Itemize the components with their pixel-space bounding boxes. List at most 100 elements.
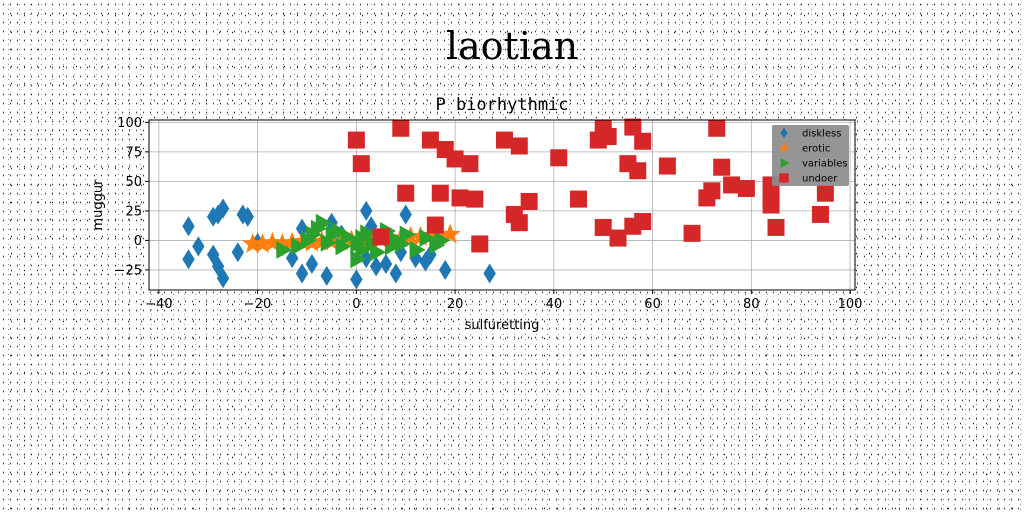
variables-point [340, 227, 357, 246]
undoer-point [713, 158, 731, 176]
undoer-point [624, 118, 642, 136]
diskless-point [231, 242, 245, 263]
variables-point [320, 233, 337, 252]
diskless-point [399, 204, 412, 225]
x-tick-label: −40 [145, 297, 172, 312]
y-tick-label: −25 [115, 263, 142, 278]
diskless-point [360, 200, 373, 221]
undoer-point [811, 205, 829, 223]
undoer-point [762, 196, 780, 214]
undoer-point [446, 150, 464, 168]
undoer-point [816, 184, 834, 202]
x-tick-label: 40 [546, 297, 563, 312]
axis-ticks: −40 −20 0 20 40 60 80 100 −25 0 25 50 75 100 [115, 116, 863, 312]
chart-legend: diskless erotic variables undoer [772, 125, 849, 186]
figure-suptitle: laotian [445, 24, 579, 68]
diskless-point [305, 254, 319, 275]
undoer-point [609, 229, 627, 247]
y-tick-label: 50 [125, 175, 142, 190]
undoer-point [703, 182, 721, 200]
undoer-point [594, 218, 612, 236]
diskless-point [285, 248, 299, 269]
undoer-point [634, 132, 652, 150]
undoer-point [737, 179, 755, 197]
y-tick-label: 75 [125, 145, 142, 160]
undoer-point [550, 149, 568, 167]
undoer-point [520, 192, 538, 210]
x-tick-label: 20 [447, 297, 464, 312]
x-tick-label: 100 [838, 297, 863, 312]
legend-label-erotic: erotic [802, 144, 830, 155]
legend-label-diskless: diskless [802, 129, 841, 140]
undoer-point [723, 176, 741, 194]
undoer-point [510, 214, 528, 232]
diskless-point [192, 236, 205, 257]
legend-box [772, 125, 849, 186]
diskless-point [320, 265, 333, 286]
x-axis-label: sulfuretting [465, 318, 540, 333]
variables-point [370, 243, 387, 262]
x-tick-label: 60 [644, 297, 661, 312]
diskless-point [483, 263, 496, 284]
undoer-point [372, 228, 390, 246]
y-tick-label: 100 [117, 116, 142, 131]
undoer-point [708, 119, 726, 137]
undoer-point [451, 189, 469, 207]
x-tick-label: 80 [743, 297, 760, 312]
variables-point [291, 237, 308, 256]
undoer-point [570, 190, 588, 208]
diskless-point [379, 254, 393, 275]
erotic-point [439, 223, 461, 244]
undoer-point [471, 235, 489, 253]
erotic-point [242, 232, 264, 253]
undoer-point [421, 131, 439, 149]
y-tick-label: 0 [134, 234, 142, 249]
diskless-point [295, 263, 309, 284]
legend-marker-erotic [778, 142, 790, 153]
diskless-point [419, 251, 432, 272]
variables-point [350, 250, 367, 269]
undoer-point [431, 184, 449, 202]
x-tick-label: 0 [352, 297, 360, 312]
erotic-point [252, 232, 274, 253]
variables-point [394, 234, 411, 253]
variables-point [419, 229, 436, 248]
diskless-point [182, 249, 195, 270]
undoer-point [510, 137, 528, 155]
variables-point [335, 237, 352, 256]
plot-area-frame [148, 119, 856, 291]
undoer-point [599, 128, 617, 146]
variables-point [360, 224, 377, 243]
diskless-point [295, 218, 309, 239]
variables-point [399, 225, 416, 244]
y-tick-label: 25 [125, 204, 142, 219]
diskless-point [439, 259, 452, 280]
diskless-point [350, 269, 363, 290]
legend-marker-undoer [779, 173, 789, 183]
diskless-point [236, 204, 250, 225]
diskless-point [369, 256, 383, 277]
chart-title: P biorhythmic [435, 95, 568, 115]
variables-point [315, 213, 332, 232]
erotic-point [429, 224, 451, 245]
erotic-point [271, 232, 293, 253]
undoer-point [634, 213, 652, 231]
variables-point [409, 240, 426, 259]
variables-point [434, 231, 451, 250]
undoer-point [461, 155, 479, 173]
legend-marker-diskless [780, 127, 788, 139]
y-axis-label: muggur [91, 179, 106, 231]
erotic-point [261, 231, 283, 252]
undoer-point [629, 162, 647, 180]
series-variables [276, 213, 451, 269]
undoer-point [347, 131, 365, 149]
undoer-point [683, 224, 701, 242]
diskless-point [182, 216, 195, 237]
diskless-point [216, 198, 230, 219]
undoer-point [767, 218, 785, 236]
undoer-point [392, 119, 410, 137]
legend-marker-variables [780, 158, 790, 168]
data-markers [182, 118, 834, 290]
undoer-point [397, 184, 415, 202]
